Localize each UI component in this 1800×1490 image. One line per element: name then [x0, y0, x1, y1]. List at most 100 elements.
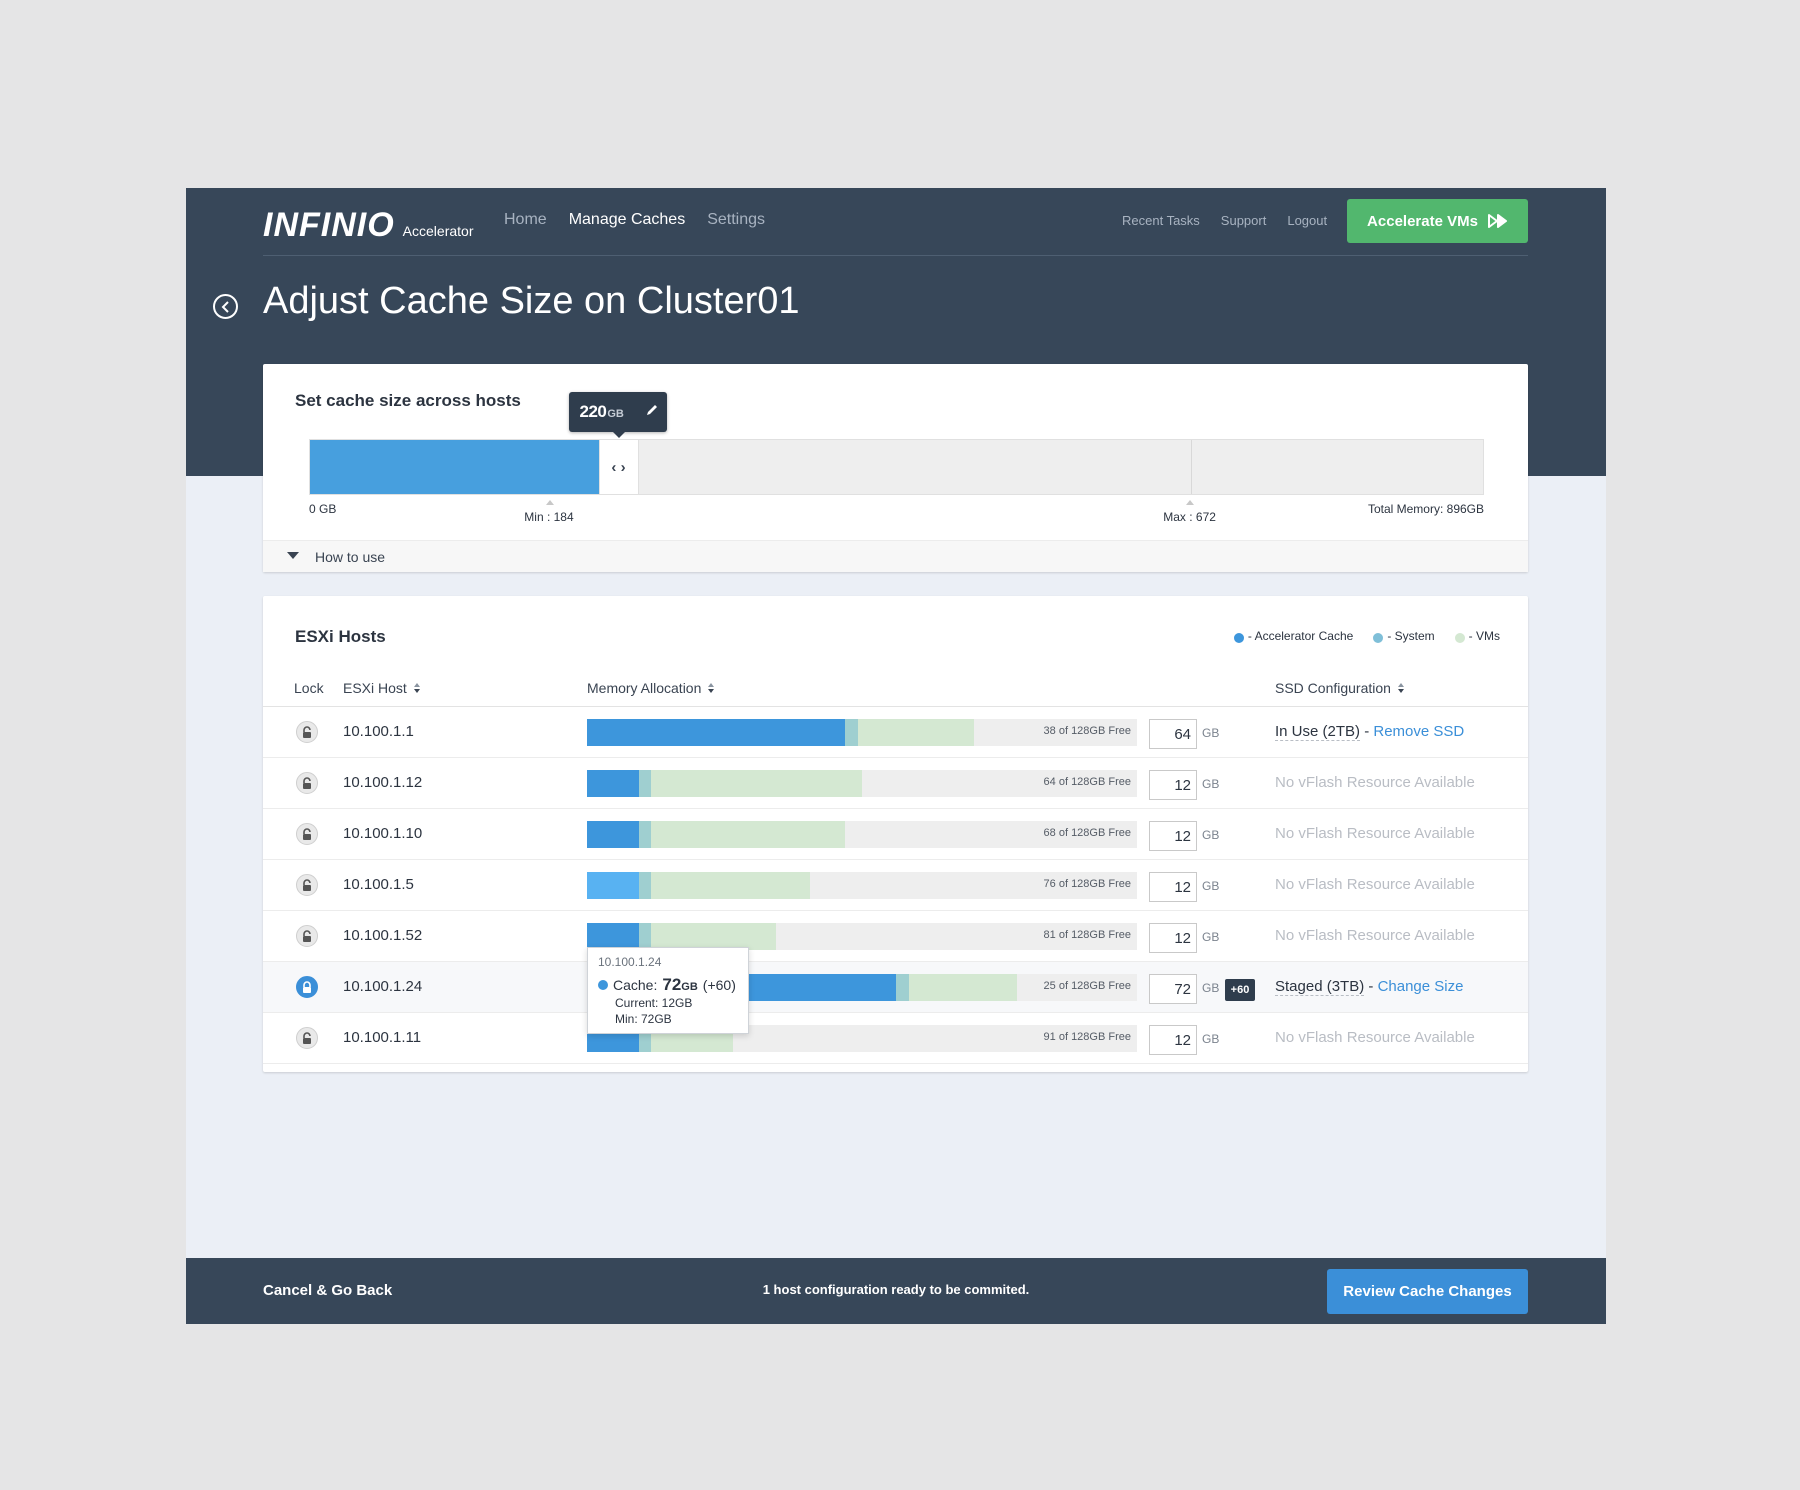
- host-name: 10.100.1.5: [343, 876, 414, 893]
- free-memory-label: 64 of 128GB Free: [1043, 776, 1131, 788]
- pencil-icon[interactable]: [645, 403, 659, 417]
- back-icon[interactable]: [213, 294, 238, 319]
- cache-gb-input[interactable]: [1149, 719, 1197, 749]
- legend-label: - System: [1387, 629, 1435, 643]
- logout-link[interactable]: Logout: [1287, 213, 1328, 228]
- system-segment: [638, 872, 652, 899]
- system-segment: [844, 719, 858, 746]
- lock-icon[interactable]: [296, 976, 318, 998]
- free-memory-label: 81 of 128GB Free: [1043, 929, 1131, 941]
- cache-gb-input[interactable]: [1149, 821, 1197, 851]
- table-row: 10.100.1.10 68 of 128GB Free GB No vFlash R…: [263, 809, 1528, 860]
- cache-gb-input[interactable]: [1149, 923, 1197, 953]
- host-name: 10.100.1.11: [343, 1029, 422, 1046]
- memory-allocation-bar[interactable]: 81 of 128GB Free: [587, 923, 1137, 950]
- delta-badge: +60: [1225, 979, 1255, 1001]
- slider-min-label: Min : 184: [524, 510, 574, 524]
- slider-handle[interactable]: ‹ ›: [598, 439, 639, 495]
- recent-tasks-link[interactable]: Recent Tasks: [1122, 213, 1200, 228]
- cache-gb-input[interactable]: [1149, 872, 1197, 902]
- host-name: 10.100.1.24: [343, 978, 423, 995]
- app-window: INFINIO Accelerator Home Manage Caches S…: [186, 188, 1606, 1324]
- cache-dot-icon: [598, 980, 608, 990]
- vms-segment: [857, 719, 974, 746]
- table-header-divider: [263, 706, 1528, 707]
- column-header-host[interactable]: ESXi Host: [343, 680, 421, 696]
- sort-icon[interactable]: [413, 682, 421, 694]
- sort-icon[interactable]: [707, 682, 715, 694]
- unlock-icon[interactable]: [296, 772, 318, 794]
- host-name: 10.100.1.10: [343, 825, 423, 842]
- tooltip-min: Min: 72GB: [615, 1012, 672, 1026]
- legend-label: - VMs: [1468, 629, 1500, 643]
- cancel-go-back-button[interactable]: Cancel & Go Back: [263, 1282, 393, 1299]
- ssd-action-link[interactable]: Remove SSD: [1373, 723, 1465, 740]
- cache-gb-input[interactable]: [1149, 770, 1197, 800]
- column-header-lock: Lock: [294, 680, 324, 696]
- ssd-config: No vFlash Resource Available: [1275, 774, 1475, 791]
- nav-home[interactable]: Home: [504, 211, 547, 228]
- legend-label: - Accelerator Cache: [1247, 629, 1354, 643]
- unlock-icon[interactable]: [296, 874, 318, 896]
- ssd-action-link[interactable]: Change Size: [1377, 978, 1464, 995]
- how-to-use-label[interactable]: How to use: [315, 549, 386, 565]
- cache-size-bubble[interactable]: 220 GB: [568, 392, 667, 438]
- column-header-label: Memory Allocation: [587, 680, 702, 696]
- memory-allocation-bar[interactable]: 38 of 128GB Free: [587, 719, 1137, 746]
- cache-size-unit: GB: [607, 407, 624, 420]
- ssd-separator: -: [1364, 978, 1378, 995]
- footer-bar: Cancel & Go Back 1 host configuration re…: [186, 1258, 1606, 1324]
- slider-max-marker: [1191, 440, 1193, 494]
- gb-unit-label: GB: [1202, 777, 1220, 791]
- column-header-label: Lock: [294, 680, 324, 696]
- free-memory-label: 25 of 128GB Free: [1043, 980, 1131, 992]
- ssd-config: No vFlash Resource Available: [1275, 876, 1475, 893]
- slider-zero-label: 0 GB: [309, 502, 337, 516]
- tooltip-label: Cache:: [613, 977, 658, 993]
- unlock-icon[interactable]: [296, 721, 318, 743]
- cache-segment: [587, 872, 639, 899]
- nav-manage-caches[interactable]: Manage Caches: [568, 211, 686, 228]
- gb-unit-label: GB: [1202, 726, 1220, 740]
- support-link[interactable]: Support: [1220, 213, 1267, 228]
- slider-max-label: Max : 672: [1163, 510, 1216, 524]
- sort-icon[interactable]: [1397, 682, 1405, 694]
- legend-dot-icon: [1373, 632, 1384, 643]
- table-row: 10.100.1.5 76 of 128GB Free GB No vFlash Re…: [263, 860, 1528, 911]
- host-name: 10.100.1.12: [343, 774, 423, 791]
- memory-allocation-bar[interactable]: 64 of 128GB Free: [587, 770, 1137, 797]
- esxi-hosts-card: ESXi Hosts - Accelerator Cache - System …: [263, 596, 1528, 1072]
- review-cache-changes-button[interactable]: Review Cache Changes: [1327, 1269, 1528, 1314]
- host-name: 10.100.1.1: [343, 723, 414, 740]
- unlock-icon[interactable]: [296, 925, 318, 947]
- caret-down-icon[interactable]: [287, 552, 299, 559]
- cache-size-value: 220: [579, 402, 607, 421]
- column-header-ssd[interactable]: SSD Configuration: [1275, 680, 1405, 696]
- memory-allocation-bar[interactable]: 76 of 128GB Free: [587, 872, 1137, 899]
- unlock-icon[interactable]: [296, 1027, 318, 1049]
- column-header-memory[interactable]: Memory Allocation: [587, 680, 715, 696]
- unlock-icon[interactable]: [296, 823, 318, 845]
- table-row: 10.100.1.11 91 of 128GB Free GB No vFlash R…: [263, 1013, 1528, 1064]
- cache-gb-input[interactable]: [1149, 1025, 1197, 1055]
- cache-segment: [587, 923, 639, 950]
- memory-allocation-bar[interactable]: 68 of 128GB Free: [587, 821, 1137, 848]
- host-cache-tooltip: 10.100.1.24 Cache: 72GB (+60) Current: 1…: [587, 947, 749, 1034]
- legend-item-vms: - VMs: [1454, 629, 1500, 643]
- free-memory-label: 91 of 128GB Free: [1043, 1031, 1131, 1043]
- gb-unit-label: GB: [1202, 828, 1220, 842]
- tooltip-cache-line: Cache: 72GB (+60): [598, 975, 738, 995]
- tooltip-current: Current: 12GB: [615, 996, 693, 1010]
- ssd-config: No vFlash Resource Available: [1275, 1029, 1475, 1046]
- tooltip-value: 72: [662, 975, 682, 994]
- accelerate-vms-label: Accelerate VMs: [1367, 212, 1478, 230]
- system-segment: [638, 821, 652, 848]
- cache-gb-input[interactable]: [1149, 974, 1197, 1004]
- accelerate-vms-button[interactable]: Accelerate VMs: [1347, 199, 1528, 243]
- cache-size-slider[interactable]: ‹ ›: [309, 439, 1484, 495]
- gb-unit-label: GB: [1202, 1032, 1220, 1046]
- nav-settings[interactable]: Settings: [707, 211, 766, 228]
- how-to-use-toggle[interactable]: How to use: [263, 540, 1528, 572]
- legend: - Accelerator Cache - System - VMs: [1233, 629, 1500, 643]
- ssd-status: In Use (2TB): [1275, 723, 1361, 741]
